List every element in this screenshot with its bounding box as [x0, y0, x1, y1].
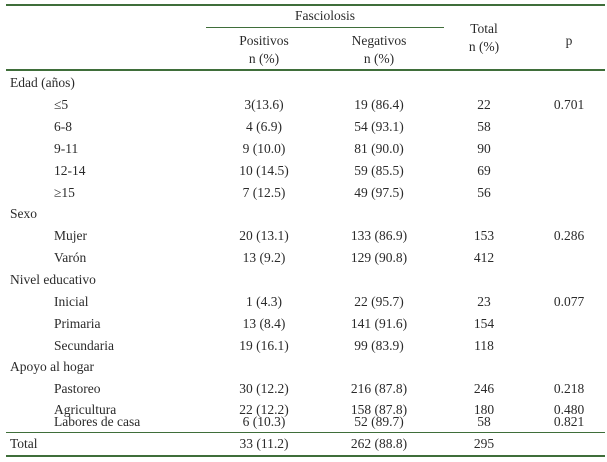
cell-total: 295 [473, 436, 495, 451]
cell-total: 23 [477, 294, 491, 309]
cell-positivos: 7 (12.5) [242, 185, 286, 200]
cell-p: 0.077 [553, 294, 585, 309]
top-rule [6, 4, 605, 6]
cell-total: 58 [477, 119, 491, 134]
cell-positivos: 9 (10.0) [242, 141, 286, 156]
cell-negativos: 22 (95.7) [354, 294, 404, 309]
header-p: p [565, 33, 573, 48]
cell-negativos: 141 (91.6) [350, 316, 408, 331]
cell-negativos: 19 (86.4) [354, 97, 404, 112]
row-label: 6-8 [54, 119, 72, 134]
row-label: Agricultura [54, 402, 117, 417]
header-positivos-unit: n (%) [248, 51, 280, 66]
cell-total: 412 [473, 250, 495, 265]
cell-p: 0.218 [553, 381, 585, 396]
row-label: Labores de casa [54, 414, 141, 429]
cell-total: 154 [473, 316, 495, 331]
cell-total: 90 [477, 141, 491, 156]
cell-p: 0.701 [553, 97, 585, 112]
section-label-sexo: Sexo [10, 206, 37, 221]
row-label: ≤5 [54, 97, 69, 112]
cell-positivos: 6 (10.3) [242, 414, 286, 429]
total-rule [6, 432, 605, 433]
bottom-rule [6, 455, 605, 457]
cell-positivos: 19 (16.1) [239, 338, 289, 353]
cell-total: 69 [477, 163, 491, 178]
section-label-nivel-educativo: Nivel educativo [10, 272, 96, 287]
cell-positivos: 22 (12.2) [239, 402, 289, 417]
cell-negativos: 262 (88.8) [350, 436, 408, 451]
header-rule [6, 69, 605, 71]
header-total-unit: n (%) [468, 39, 500, 54]
row-label: Primaria [54, 316, 101, 331]
row-label: Inicial [54, 294, 89, 309]
cell-positivos: 33 (11.2) [239, 436, 289, 451]
row-label: ≥15 [54, 185, 75, 200]
cell-total: 118 [474, 338, 494, 353]
cell-positivos: 13 (8.4) [242, 316, 286, 331]
row-label: 9-11 [54, 141, 79, 156]
cell-total: 58 [477, 414, 491, 429]
cell-negativos: 129 (90.8) [350, 250, 408, 265]
header-fasciolosis: Fasciolosis [294, 8, 356, 23]
cell-negativos: 216 (87.8) [350, 381, 408, 396]
section-label-edad: Edad (años) [10, 75, 75, 90]
cell-total: 246 [473, 381, 495, 396]
row-label: Pastoreo [54, 381, 101, 396]
cell-positivos: 10 (14.5) [239, 163, 289, 178]
cell-positivos: 3(13.6) [244, 97, 284, 112]
cell-total: 180 [473, 402, 495, 417]
cell-positivos: 1 (4.3) [246, 294, 282, 309]
cell-negativos: 158 (87.8) [350, 402, 408, 417]
section-label-apoyo-al-hogar: Apoyo al hogar [10, 359, 94, 374]
cell-negativos: 52 (89.7) [354, 414, 404, 429]
cell-negativos: 54 (93.1) [354, 119, 404, 134]
cell-negativos: 99 (83.9) [354, 338, 404, 353]
cell-p: 0.821 [553, 414, 585, 429]
row-label: Secundaria [54, 338, 114, 353]
row-label: Total [10, 436, 38, 451]
cell-negativos: 81 (90.0) [354, 141, 404, 156]
header-positivos: Positivos [239, 33, 289, 48]
cell-positivos: 30 (12.2) [239, 381, 289, 396]
group-underline [206, 27, 444, 28]
cell-positivos: 13 (9.2) [242, 250, 286, 265]
cell-p: 0.286 [553, 228, 585, 243]
results-table: Fasciolosis Positivos n (%) Negativos n … [6, 0, 605, 462]
cell-total: 22 [477, 97, 491, 112]
header-total: Total [470, 21, 498, 36]
header-negativos: Negativos [351, 33, 407, 48]
cell-negativos: 133 (86.9) [350, 228, 408, 243]
header-negativos-unit: n (%) [363, 51, 395, 66]
cell-positivos: 20 (13.1) [239, 228, 289, 243]
row-label: 12-14 [54, 163, 86, 178]
cell-negativos: 59 (85.5) [354, 163, 404, 178]
cell-negativos: 49 (97.5) [354, 185, 404, 200]
row-label: Varón [54, 250, 87, 265]
cell-positivos: 4 (6.9) [246, 119, 282, 134]
cell-total: 153 [473, 228, 495, 243]
cell-total: 56 [477, 185, 491, 200]
cell-p: 0.480 [553, 402, 585, 417]
row-label: Mujer [54, 228, 87, 243]
